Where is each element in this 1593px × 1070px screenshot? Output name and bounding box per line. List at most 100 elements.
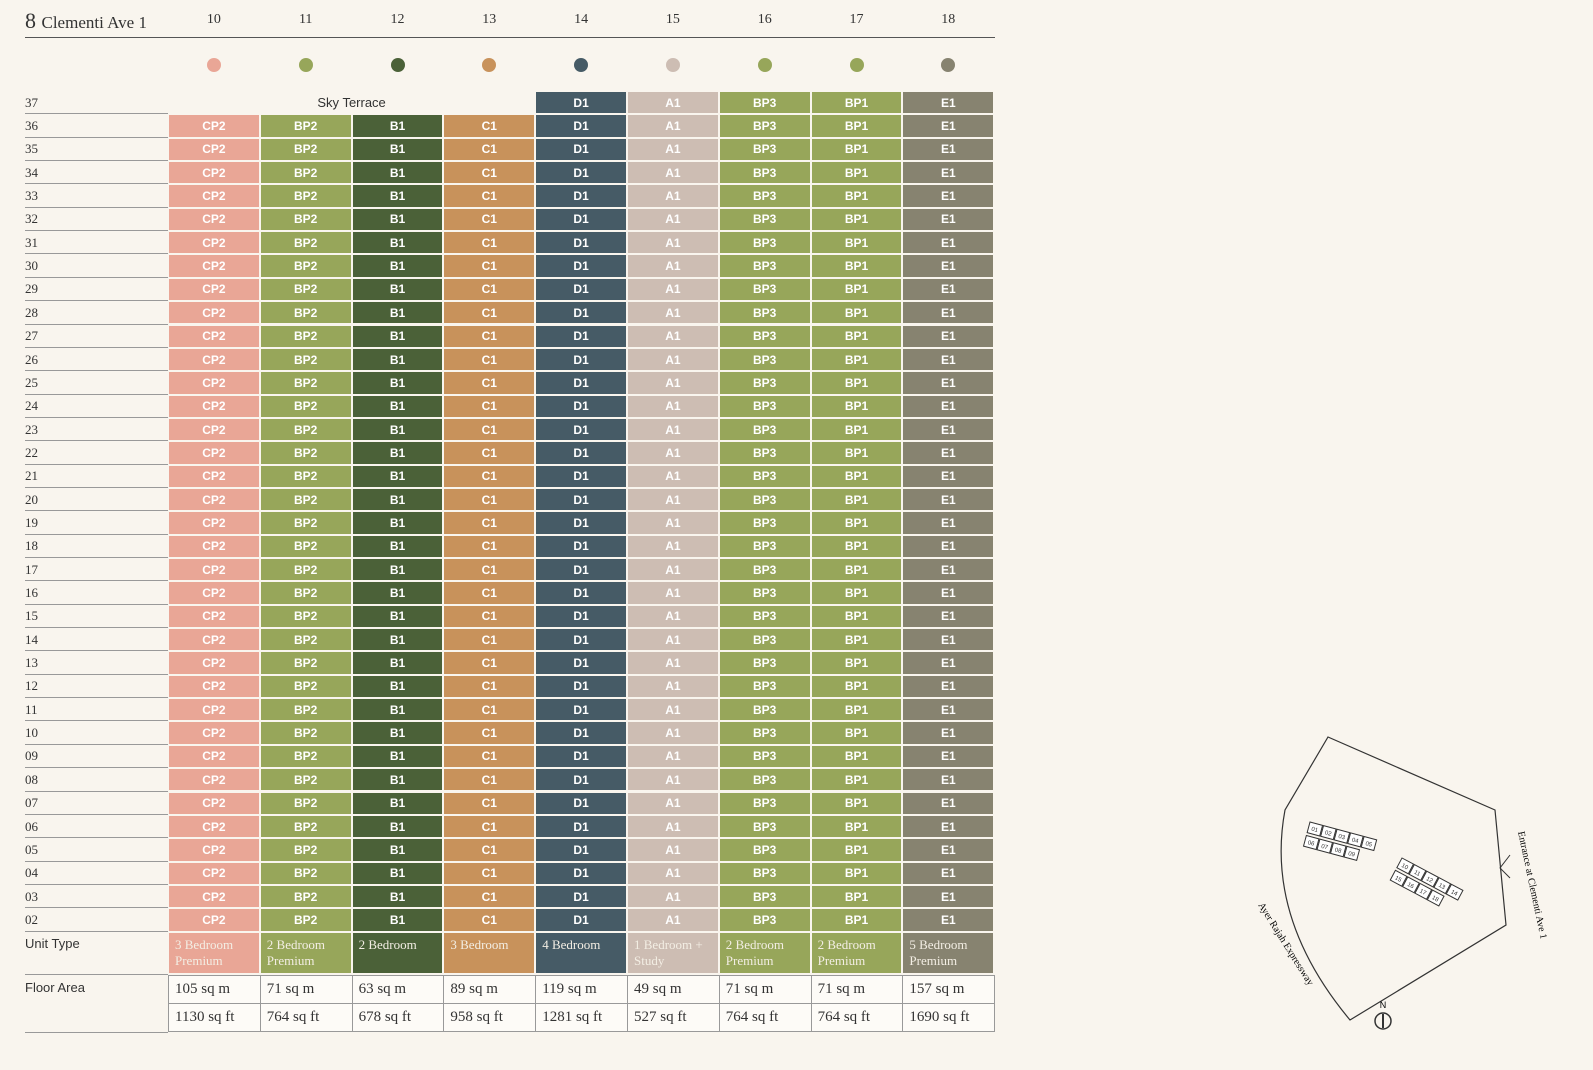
unit-cell: B1 <box>351 604 444 629</box>
row-rule <box>25 627 168 629</box>
row-rule <box>25 557 168 558</box>
header-rule <box>25 37 995 38</box>
unit-cell: CP2 <box>168 651 260 675</box>
block-number: 05 <box>1365 841 1374 849</box>
unit-cell: BP1 <box>810 207 903 232</box>
unit-cell: B1 <box>351 674 444 699</box>
unit-cell: BP1 <box>810 347 903 372</box>
area-sqft: 764 sq ft <box>718 1002 812 1032</box>
unit-cell: BP3 <box>718 721 811 745</box>
unit-cell: E1 <box>902 698 995 722</box>
unit-cell: BP1 <box>810 254 903 278</box>
unit-cell: BP3 <box>718 464 811 488</box>
unit-cell: B1 <box>351 558 444 582</box>
north-label: N <box>1380 1000 1387 1010</box>
unit-cell: D1 <box>535 908 627 932</box>
unit-cell: BP2 <box>259 184 352 208</box>
floor-label: 35 <box>25 141 38 157</box>
unit-cell: BP1 <box>810 487 903 512</box>
area-sqm: 89 sq m <box>443 974 537 1004</box>
floor-label: 04 <box>25 865 38 881</box>
unit-cell: B1 <box>351 768 444 792</box>
unit-cell: BP3 <box>718 534 811 558</box>
unit-cell: BP3 <box>718 347 811 372</box>
stack-number: 13 <box>482 12 497 27</box>
unit-cell: C1 <box>443 604 536 629</box>
unit-cell: E1 <box>902 814 995 839</box>
unit-cell: A1 <box>627 161 719 185</box>
floor-label: 36 <box>25 118 38 134</box>
block <box>1320 825 1337 841</box>
unit-cell: E1 <box>902 511 995 535</box>
unit-cell: BP2 <box>259 137 352 162</box>
unit-cell: BP2 <box>259 441 352 465</box>
stack-number: 17 <box>849 12 864 27</box>
unit-cell: D1 <box>535 628 627 652</box>
unit-cell: BP1 <box>810 184 903 208</box>
expressway-label: Ayer Rajah Expressway <box>1255 901 1315 988</box>
unit-cell: A1 <box>627 487 719 512</box>
unit-cell: D1 <box>535 394 627 418</box>
unit-cell: C1 <box>443 791 536 815</box>
block-number: 09 <box>1347 851 1356 859</box>
row-rule <box>25 113 168 115</box>
unit-cell: A1 <box>627 417 719 442</box>
floor-label: 30 <box>25 258 38 274</box>
unit-cell: BP3 <box>718 814 811 839</box>
unit-cell: BP3 <box>718 417 811 442</box>
block-number: 07 <box>1320 844 1329 852</box>
floor-label: 06 <box>25 818 38 834</box>
unit-cell: C1 <box>443 324 536 348</box>
unit-cell: E1 <box>902 487 995 512</box>
unit-cell: D1 <box>535 884 627 909</box>
unit-cell: C1 <box>443 207 536 232</box>
stack-number: 18 <box>941 12 956 27</box>
unit-cell: A1 <box>627 114 719 138</box>
unit-cell: BP3 <box>718 441 811 465</box>
unit-cell: BP1 <box>810 161 903 185</box>
unit-cell: D1 <box>535 814 627 839</box>
unit-cell: E1 <box>902 534 995 558</box>
unit-cell: E1 <box>902 254 995 278</box>
area-sqm: 71 sq m <box>810 974 904 1004</box>
area-sqm: 49 sq m <box>627 974 720 1004</box>
unit-cell: C1 <box>443 838 536 862</box>
block <box>1389 869 1408 887</box>
area-sqft: 1130 sq ft <box>168 1002 261 1032</box>
unit-cell: B1 <box>351 371 444 395</box>
unit-cell: B1 <box>351 277 444 302</box>
block <box>1445 883 1464 901</box>
unit-cell: A1 <box>627 534 719 558</box>
unit-cell: E1 <box>902 744 995 769</box>
row-rule <box>25 673 168 675</box>
row-rule <box>25 697 168 699</box>
unit-cell: BP1 <box>810 744 903 769</box>
unit-cell: BP2 <box>259 417 352 442</box>
unit-type: 2 Bedroom Premium <box>810 931 903 974</box>
block <box>1420 870 1439 888</box>
floor-label: 28 <box>25 304 38 320</box>
unit-cell: D1 <box>535 558 627 582</box>
floor-label: 19 <box>25 514 38 530</box>
unit-type: 2 Bedroom Premium <box>718 931 811 974</box>
floor-label: 14 <box>25 631 38 647</box>
unit-cell: D1 <box>535 277 627 302</box>
block <box>1329 842 1347 858</box>
row-rule <box>25 276 168 278</box>
unit-cell: CP2 <box>168 814 260 839</box>
floor-label: 17 <box>25 561 38 577</box>
unit-cell: BP2 <box>259 207 352 232</box>
unit-cell: D1 <box>535 161 627 185</box>
floor-label: 03 <box>25 888 38 904</box>
unit-cell: C1 <box>443 581 536 605</box>
unit-cell: E1 <box>902 137 995 162</box>
unit-cell: BP3 <box>718 371 811 395</box>
unit-cell: BP1 <box>810 558 903 582</box>
unit-cell: B1 <box>351 534 444 558</box>
block-number: 15 <box>1394 875 1403 884</box>
area-sqft: 678 sq ft <box>351 1002 445 1032</box>
unit-cell: BP3 <box>718 908 811 932</box>
unit-cell: BP1 <box>810 698 903 722</box>
area-sqm: 71 sq m <box>718 974 812 1004</box>
